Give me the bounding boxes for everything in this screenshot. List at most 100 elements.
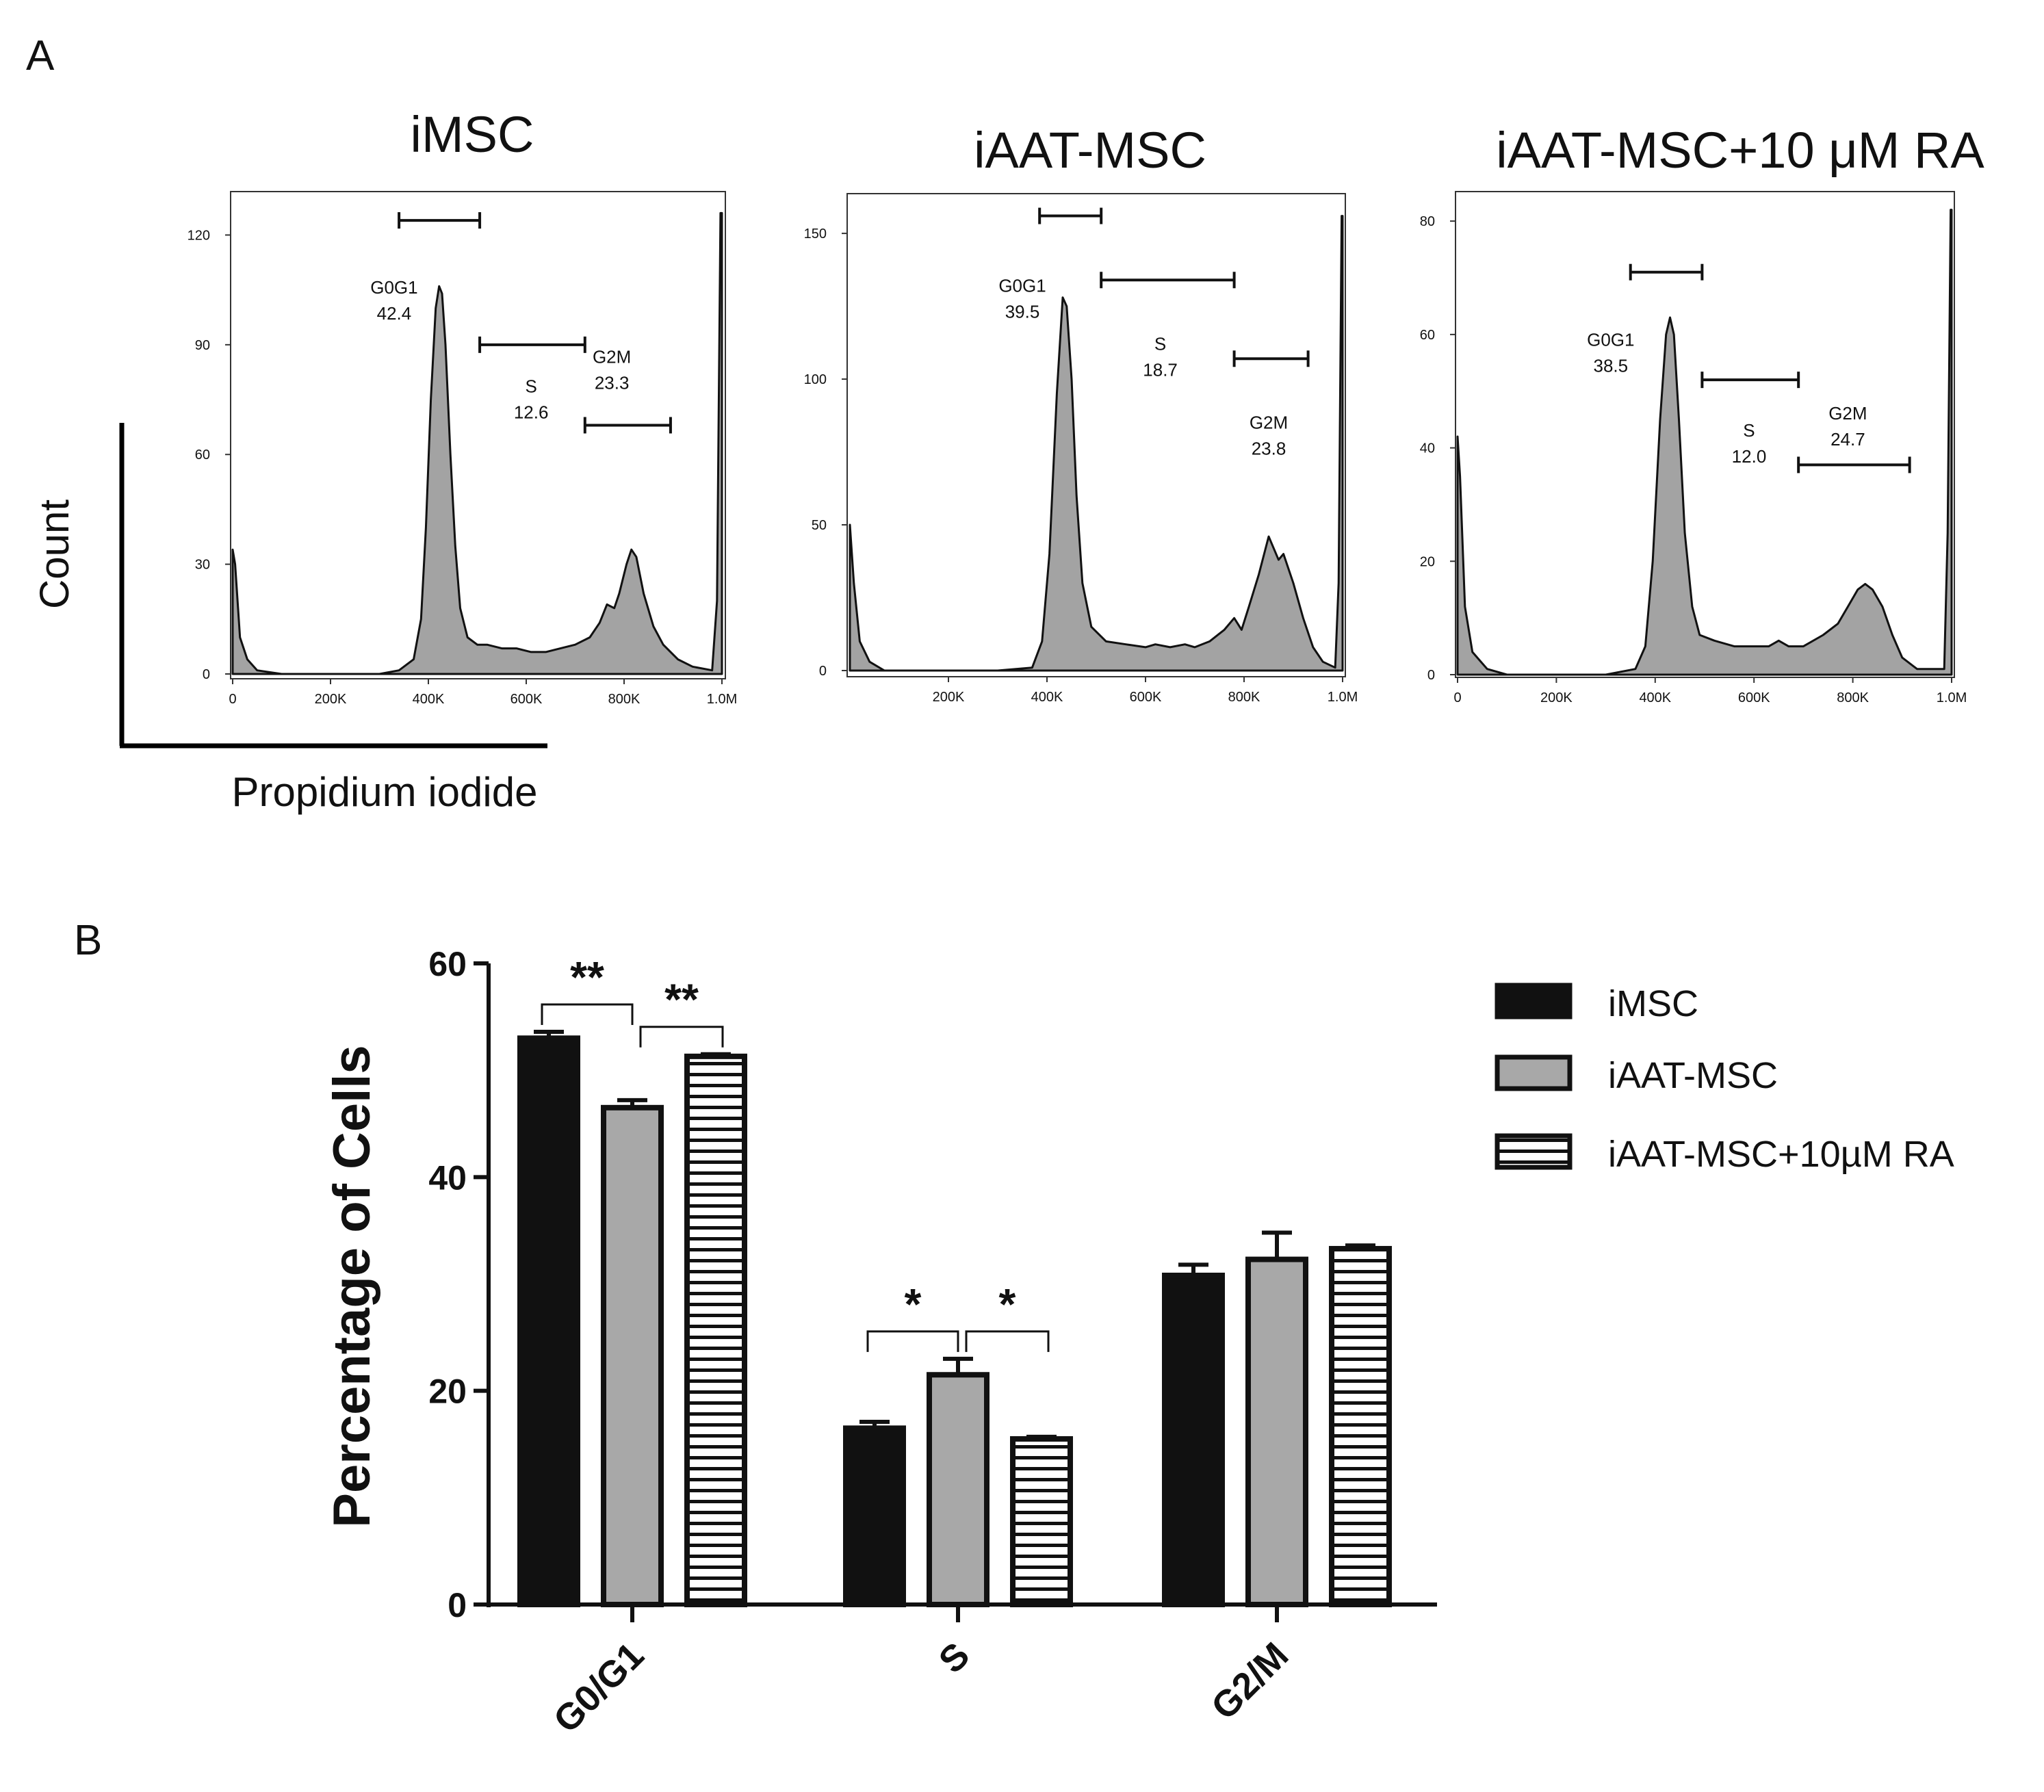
x-tick-label: 400K xyxy=(1031,690,1063,705)
significance-bracket xyxy=(866,1330,959,1352)
x-tick-label: 600K xyxy=(1738,690,1770,705)
gate-percentage: 42.4 xyxy=(377,303,412,324)
panel-b-letter: B xyxy=(74,917,102,964)
gate-name: S xyxy=(1743,420,1755,441)
histogram-curve xyxy=(1456,209,1953,676)
gate-name: G0G1 xyxy=(1587,329,1634,350)
gate-name: S xyxy=(1154,333,1166,354)
bar-x-tick-label: G2/M xyxy=(1204,1635,1297,1728)
gate-percentage: 18.7 xyxy=(1143,359,1178,380)
legend-label-iaat-msc-ra: iAAT-MSC+10µM RA xyxy=(1608,1134,1954,1175)
legend: iMSC iAAT-MSC iAAT-MSC+10µM RA xyxy=(1495,983,1954,1175)
x-tick-label: 800K xyxy=(1837,690,1869,705)
gate-name: G0G1 xyxy=(370,277,417,298)
gate-name: G0G1 xyxy=(998,275,1046,296)
significance-marker: * xyxy=(905,1280,922,1329)
gate-percentage: 39.5 xyxy=(1005,301,1040,322)
x-tick-label: 400K xyxy=(1639,690,1671,705)
bar xyxy=(684,1053,747,1607)
bar xyxy=(517,1035,580,1607)
y-tick-label: 0 xyxy=(819,664,827,679)
bar-y-axis-label: Percentage of Cells xyxy=(323,1045,381,1527)
significance-marker: ** xyxy=(664,975,699,1024)
x-tick-label: 600K xyxy=(510,692,543,707)
x-tick-label: 200K xyxy=(1540,690,1573,705)
bar xyxy=(843,1425,906,1607)
y-tick-label: 150 xyxy=(804,226,827,242)
bar xyxy=(1245,1256,1308,1607)
gate-percentage: 38.5 xyxy=(1594,355,1629,376)
histogram-curve xyxy=(849,215,1344,672)
panel-a-letter: A xyxy=(26,32,55,79)
histogram-imsc: iMSC 0 200K 400K 600K 800K 1.0M 0 30 60 90 120 G0G1… xyxy=(187,106,738,707)
histogram-title: iAAT-MSC+10 μM RA xyxy=(1496,122,1984,179)
x-tick-label: 1.0M xyxy=(1937,690,1967,705)
bar-y-tick-label: 0 xyxy=(448,1586,467,1624)
y-tick-label: 30 xyxy=(195,558,210,573)
y-tick-label: 0 xyxy=(1427,668,1435,683)
bar xyxy=(1329,1245,1392,1607)
y-tick-label: 20 xyxy=(1420,554,1435,569)
bar xyxy=(927,1372,989,1608)
y-tick-label: 80 xyxy=(1420,214,1435,229)
bar xyxy=(1010,1436,1073,1607)
gate-percentage: 12.6 xyxy=(514,402,549,422)
x-tick-label: 1.0M xyxy=(707,692,737,707)
histogram-iaat-msc: iAAT-MSC 200K 400K 600K 800K 1.0M 0 50 100 150 G0… xyxy=(804,122,1358,705)
gate-name: G2M xyxy=(1250,412,1288,432)
histogram-curve xyxy=(231,211,723,675)
gate-name: G2M xyxy=(1828,403,1867,424)
gate-name: S xyxy=(525,376,536,396)
significance-marker: ** xyxy=(570,952,604,1002)
bar-x-tick-label: S xyxy=(931,1635,978,1681)
gate-percentage: 23.3 xyxy=(595,373,630,393)
legend-label-imsc: iMSC xyxy=(1608,983,1698,1024)
y-tick-label: 40 xyxy=(1420,441,1435,456)
significance-marker: * xyxy=(999,1280,1016,1329)
gate-percentage: 23.8 xyxy=(1252,438,1286,458)
x-tick-label: 800K xyxy=(608,692,641,707)
gate-percentage: 24.7 xyxy=(1830,429,1865,450)
x-tick-label: 400K xyxy=(413,692,445,707)
x-tick-label: 0 xyxy=(1453,690,1461,705)
x-tick-label: 800K xyxy=(1228,690,1260,705)
y-tick-label: 100 xyxy=(804,372,827,387)
y-tick-label: 60 xyxy=(195,447,210,463)
plot-frame xyxy=(1455,191,1955,678)
legend-swatch-iaat-msc xyxy=(1495,1054,1573,1091)
significance-bracket xyxy=(541,1003,634,1025)
y-tick-label: 50 xyxy=(812,518,827,533)
significance-bracket xyxy=(639,1026,724,1048)
bar xyxy=(1162,1273,1225,1608)
bar-y-tick-label: 60 xyxy=(428,945,467,983)
x-tick-label: 200K xyxy=(933,690,965,705)
plot-frame xyxy=(230,191,726,679)
x-tick-label: 1.0M xyxy=(1328,690,1358,705)
gate-percentage: 12.0 xyxy=(1732,446,1767,467)
legend-swatch-imsc xyxy=(1495,983,1573,1020)
y-tick-label: 90 xyxy=(195,338,210,353)
plot-frame xyxy=(846,193,1346,677)
histogram-title: iAAT-MSC xyxy=(974,122,1206,179)
count-axis-label: Count xyxy=(31,499,77,609)
y-tick-label: 0 xyxy=(203,667,210,682)
x-tick-label: 0 xyxy=(229,692,236,707)
bar-y-tick-label: 20 xyxy=(428,1373,467,1411)
bar-x-tick-label: G0/G1 xyxy=(546,1635,652,1741)
panel-a-axis-indicator: Count Propidium iodide xyxy=(31,423,547,815)
legend-swatch-iaat-msc-ra xyxy=(1495,1133,1573,1170)
bar xyxy=(601,1104,664,1607)
bar-y-tick-label: 40 xyxy=(428,1158,467,1197)
y-tick-label: 120 xyxy=(187,228,210,243)
y-tick-label: 60 xyxy=(1420,328,1435,343)
significance-bracket xyxy=(965,1330,1050,1352)
gate-name: G2M xyxy=(593,347,631,367)
x-tick-label: 200K xyxy=(315,692,347,707)
x-tick-label: 600K xyxy=(1130,690,1162,705)
propidium-iodide-axis-label: Propidium iodide xyxy=(232,769,538,815)
legend-label-iaat-msc: iAAT-MSC xyxy=(1608,1055,1778,1096)
histogram-iaat-msc-ra: iAAT-MSC+10 μM RA 0 200K 400K 600K 800K 1.0M 0… xyxy=(1420,122,1985,705)
histogram-title: iMSC xyxy=(411,106,534,163)
